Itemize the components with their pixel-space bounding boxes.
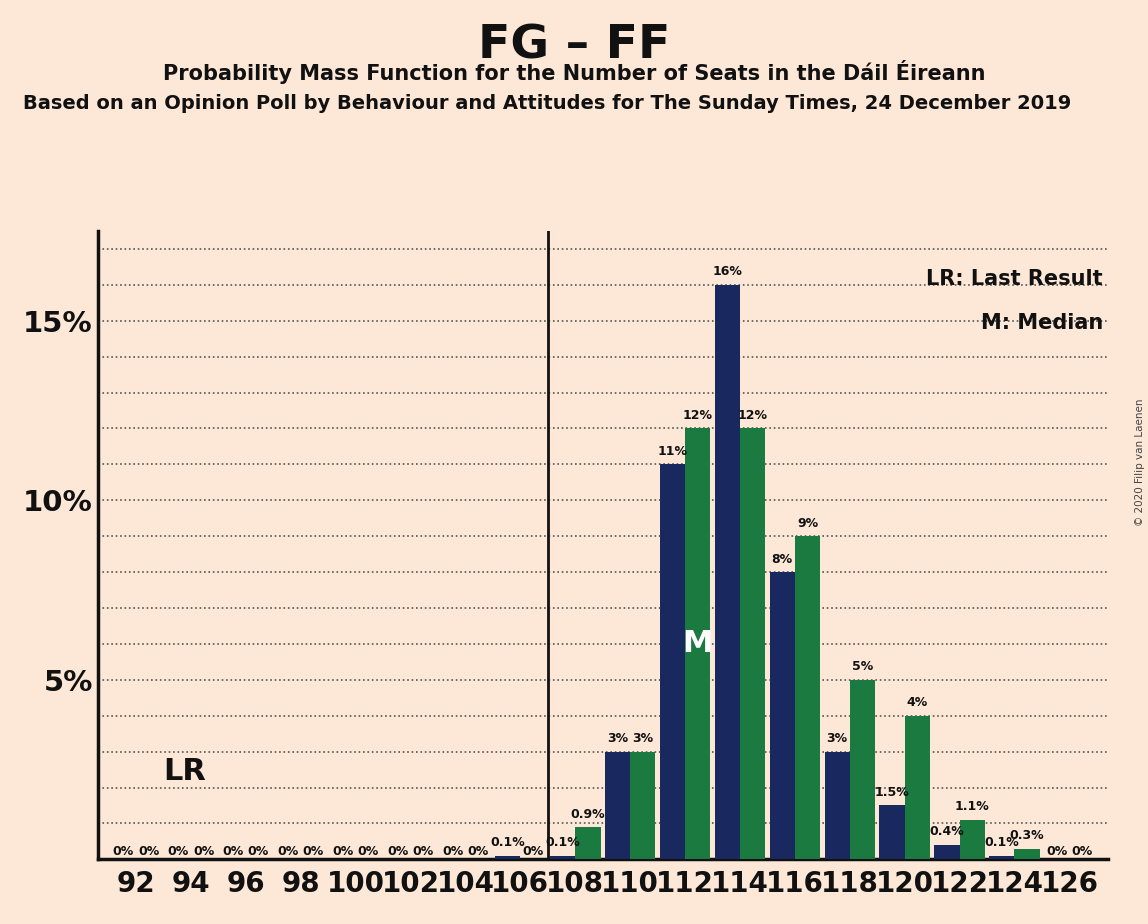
Text: 8%: 8% (771, 553, 793, 565)
Text: 12%: 12% (737, 409, 768, 422)
Text: Probability Mass Function for the Number of Seats in the Dáil Éireann: Probability Mass Function for the Number… (163, 60, 985, 84)
Text: 0%: 0% (278, 845, 298, 857)
Text: 0%: 0% (522, 845, 544, 857)
Text: FG – FF: FG – FF (478, 23, 670, 68)
Text: 0%: 0% (1071, 845, 1093, 857)
Text: 0.9%: 0.9% (571, 808, 605, 821)
Text: 0%: 0% (442, 845, 464, 857)
Bar (495, 856, 520, 859)
Bar (740, 429, 766, 859)
Bar (794, 536, 820, 859)
Text: 0%: 0% (412, 845, 434, 857)
Text: M: Median: M: Median (980, 312, 1103, 333)
Bar (905, 716, 930, 859)
Bar (630, 751, 656, 859)
Text: LR: LR (163, 758, 207, 786)
Text: 9%: 9% (797, 517, 819, 529)
Text: 0.1%: 0.1% (545, 836, 580, 849)
Text: M: M (683, 629, 713, 659)
Text: LR: Last Result: LR: Last Result (926, 269, 1103, 288)
Text: 12%: 12% (683, 409, 713, 422)
Text: 0.3%: 0.3% (1010, 829, 1045, 842)
Text: 0%: 0% (223, 845, 243, 857)
Bar (960, 820, 985, 859)
Bar (575, 827, 600, 859)
Bar (715, 285, 740, 859)
Text: 0%: 0% (1046, 845, 1068, 857)
Text: 3%: 3% (607, 732, 628, 745)
Text: 0%: 0% (358, 845, 379, 857)
Text: 11%: 11% (658, 445, 688, 458)
Text: 0%: 0% (467, 845, 489, 857)
Text: 0%: 0% (387, 845, 409, 857)
Text: 0%: 0% (138, 845, 160, 857)
Text: 0.4%: 0.4% (930, 825, 964, 838)
Text: 1.5%: 1.5% (875, 786, 909, 799)
Bar (605, 751, 630, 859)
Text: 0%: 0% (113, 845, 134, 857)
Text: 3%: 3% (827, 732, 847, 745)
Bar (660, 465, 685, 859)
Text: 5%: 5% (852, 661, 872, 674)
Bar (769, 572, 794, 859)
Text: 0%: 0% (248, 845, 269, 857)
Text: © 2020 Filip van Laenen: © 2020 Filip van Laenen (1134, 398, 1145, 526)
Text: 3%: 3% (633, 732, 653, 745)
Bar (934, 845, 960, 859)
Bar (990, 856, 1015, 859)
Bar (550, 856, 575, 859)
Bar (1015, 848, 1040, 859)
Bar (685, 429, 711, 859)
Text: 0%: 0% (303, 845, 324, 857)
Text: Based on an Opinion Poll by Behaviour and Attitudes for The Sunday Times, 24 Dec: Based on an Opinion Poll by Behaviour an… (23, 94, 1071, 114)
Text: 0%: 0% (333, 845, 354, 857)
Text: 1.1%: 1.1% (955, 800, 990, 813)
Bar (850, 680, 875, 859)
Text: 0%: 0% (168, 845, 189, 857)
Text: 0.1%: 0.1% (490, 836, 525, 849)
Text: 16%: 16% (713, 265, 743, 278)
Bar (824, 751, 850, 859)
Text: 4%: 4% (907, 697, 928, 710)
Text: 0.1%: 0.1% (985, 836, 1019, 849)
Text: 0%: 0% (193, 845, 215, 857)
Bar (879, 806, 905, 859)
